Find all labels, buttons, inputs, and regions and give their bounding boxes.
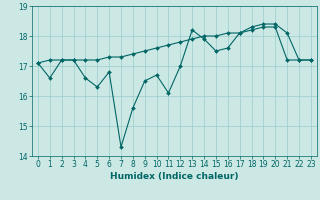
X-axis label: Humidex (Indice chaleur): Humidex (Indice chaleur) <box>110 172 239 181</box>
